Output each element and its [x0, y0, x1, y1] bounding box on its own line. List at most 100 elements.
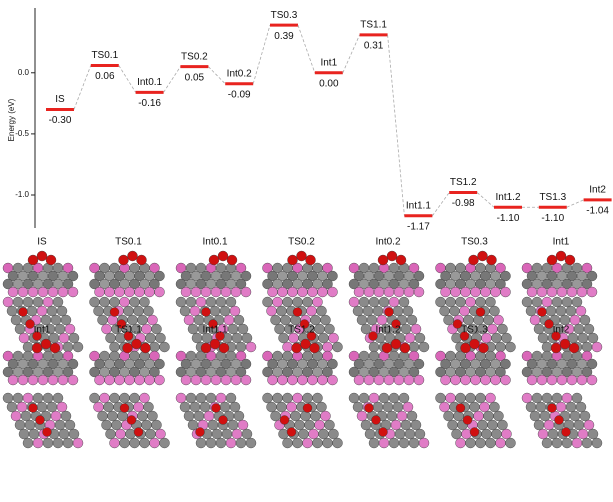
atom — [95, 375, 105, 385]
atom — [216, 297, 226, 307]
atom — [456, 404, 465, 413]
atom — [3, 297, 13, 307]
atom — [542, 393, 552, 403]
atom — [566, 402, 576, 412]
atom — [333, 438, 343, 448]
atom — [222, 429, 232, 439]
atom — [21, 411, 31, 421]
atom — [411, 324, 421, 334]
atom — [278, 375, 288, 385]
atom — [321, 411, 331, 421]
atom — [190, 402, 200, 412]
atom — [387, 411, 397, 421]
atom — [456, 393, 466, 403]
atom — [401, 324, 411, 334]
atom — [283, 393, 293, 403]
atom — [23, 438, 33, 448]
atom — [18, 287, 28, 297]
atom — [116, 429, 126, 439]
atom — [230, 306, 240, 316]
atom — [118, 411, 128, 421]
connector — [208, 67, 225, 84]
atom — [206, 393, 216, 403]
atom — [194, 411, 204, 421]
atom — [454, 411, 464, 421]
atom — [28, 255, 38, 265]
atom — [496, 438, 506, 448]
atom — [419, 342, 429, 352]
atom — [461, 287, 471, 297]
atom — [102, 420, 112, 430]
atom — [462, 429, 472, 439]
atom — [155, 287, 165, 297]
connector — [74, 65, 91, 109]
atom — [572, 438, 582, 448]
level-name: IS — [55, 94, 65, 105]
level-name: Int1.1 — [406, 200, 431, 211]
atom — [37, 402, 47, 412]
atom — [494, 315, 504, 325]
atom — [288, 375, 298, 385]
atom — [461, 375, 471, 385]
atom — [196, 393, 206, 403]
atom — [227, 255, 237, 265]
atom — [53, 297, 63, 307]
atom — [134, 306, 144, 316]
atom — [140, 297, 150, 307]
atom — [219, 416, 228, 425]
level-value: -0.30 — [49, 115, 72, 126]
atom — [382, 343, 392, 353]
atom — [291, 315, 301, 325]
atom — [576, 402, 586, 412]
atom — [287, 428, 296, 437]
atom — [547, 375, 557, 385]
atom — [119, 255, 129, 265]
atom — [51, 315, 61, 325]
atom — [106, 333, 116, 343]
atom — [115, 287, 125, 297]
level-value: -1.10 — [497, 213, 520, 224]
atom — [476, 393, 486, 403]
atom — [155, 375, 165, 385]
panel-label: TS0.3 — [461, 237, 488, 248]
atom — [279, 333, 289, 343]
panel-label: TS1.1 — [115, 325, 142, 336]
atom — [357, 315, 367, 325]
atom — [484, 315, 494, 325]
atom — [28, 287, 38, 297]
atom — [566, 306, 576, 316]
atom — [232, 333, 242, 343]
atom — [59, 333, 69, 343]
atom — [385, 308, 394, 317]
atom — [538, 308, 547, 317]
atom — [128, 251, 138, 261]
atom — [126, 429, 136, 439]
atom — [580, 411, 590, 421]
atom — [19, 333, 29, 343]
atom — [150, 438, 160, 448]
atom — [135, 287, 145, 297]
atom — [105, 375, 115, 385]
atom — [527, 287, 537, 297]
atom — [216, 438, 226, 448]
atom — [156, 429, 166, 439]
atom — [140, 393, 150, 403]
atom — [391, 339, 401, 349]
atom — [592, 438, 602, 448]
atom — [206, 438, 216, 448]
atom — [7, 306, 17, 316]
atom — [38, 287, 48, 297]
atom — [469, 255, 479, 265]
atom — [325, 324, 335, 334]
level-value: -0.98 — [452, 198, 475, 209]
atom — [65, 324, 75, 334]
atom — [293, 308, 302, 317]
atom — [120, 438, 130, 448]
atom — [474, 411, 484, 421]
atom — [486, 393, 496, 403]
atom — [379, 428, 388, 437]
atom — [310, 343, 320, 353]
atom — [498, 324, 508, 334]
atom — [191, 375, 201, 385]
atom — [361, 324, 371, 334]
